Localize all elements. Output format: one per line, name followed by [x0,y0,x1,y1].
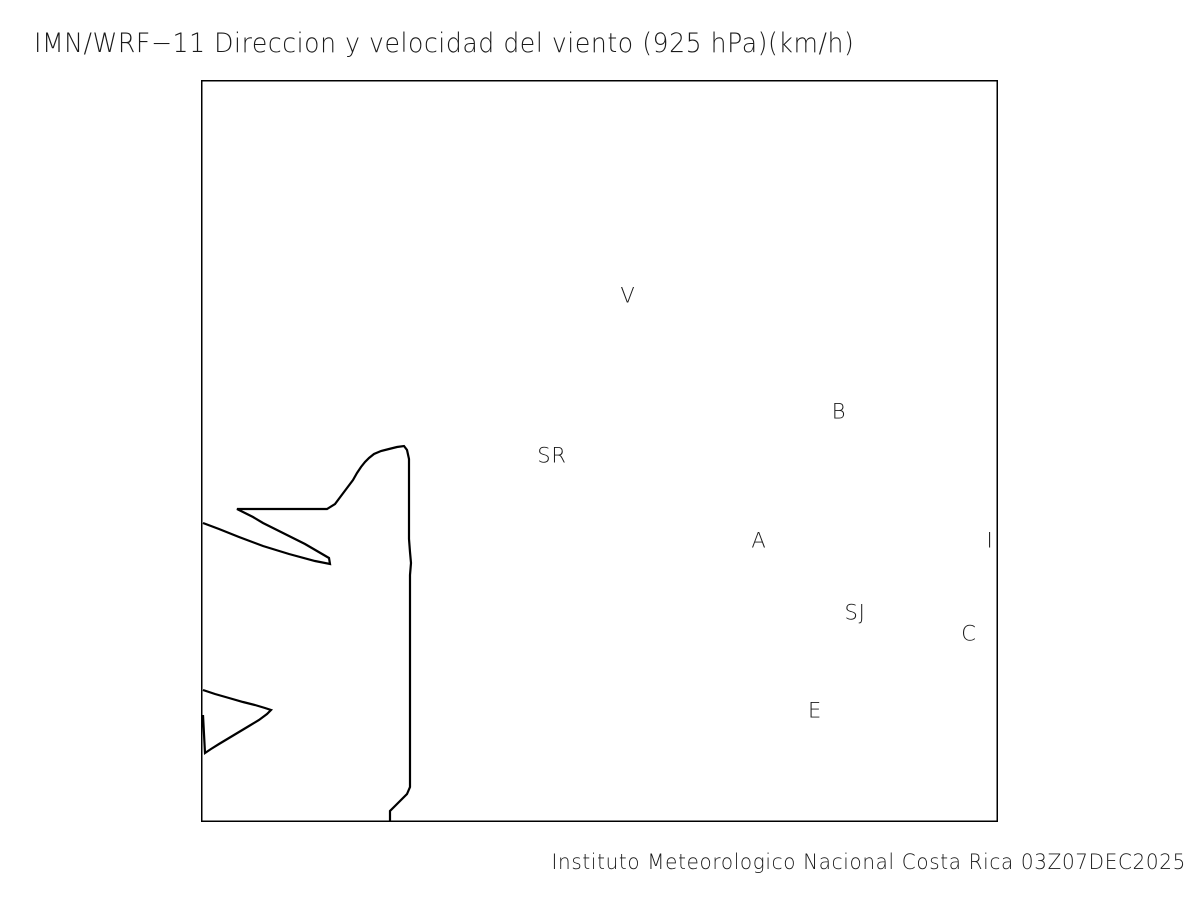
coastline-inlet-path [201,688,274,755]
station-label-sj: SJ [844,600,866,625]
chart-title: IMN/WRF−11 Direccion y velocidad del vie… [34,28,855,59]
station-label-c: C [961,621,977,646]
station-label-b: B [831,399,847,424]
map-plot-area[interactable]: V B SR A I SJ C E [201,80,998,822]
chart-footer-attribution: Instituto Meteorologico Nacional Costa R… [551,850,1186,874]
coastline-path [202,444,413,822]
station-label-v: V [620,283,636,308]
station-label-sr: SR [537,443,567,468]
station-label-e: E [807,698,823,723]
station-label-a: A [751,528,767,553]
station-label-i: I [986,528,994,553]
map-frame-border [201,80,998,822]
map-graphic [201,80,998,822]
